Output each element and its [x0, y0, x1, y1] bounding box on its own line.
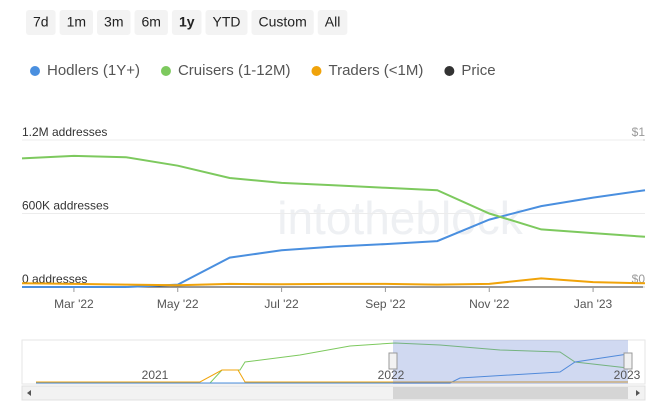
legend-item[interactable]: Traders (<1M) [311, 62, 423, 79]
button-bg [205, 10, 248, 35]
legend-marker [311, 66, 322, 76]
button-label: 3m [104, 14, 123, 30]
button-label: 1y [179, 14, 195, 30]
x-tick-label: Nov '22 [469, 297, 510, 311]
navigator-line [36, 353, 629, 384]
x-tick-label: Mar '22 [54, 297, 94, 311]
navigator-handle[interactable] [388, 352, 398, 370]
button-bg [26, 10, 56, 35]
legend-marker [30, 66, 40, 76]
legend-item[interactable]: Price [444, 62, 496, 79]
range-button[interactable]: All [317, 10, 348, 35]
range-button[interactable]: 7d [26, 10, 56, 35]
button-label: Custom [259, 14, 307, 30]
navigator-selection[interactable] [393, 340, 628, 384]
legend-marker [160, 66, 171, 76]
button-label: All [325, 14, 341, 30]
series-line [22, 189, 646, 288]
legend-label: Price [461, 62, 495, 79]
series-line [21, 277, 646, 287]
button-label: 6m [141, 14, 160, 30]
navigator-label: 2022 [378, 368, 405, 382]
button-label: 1m [67, 14, 86, 30]
legend-item[interactable]: Cruisers (1-12M) [160, 62, 291, 79]
button-bg [97, 10, 131, 35]
range-button[interactable]: YTD [205, 10, 248, 35]
x-tick-label: Jul '22 [264, 297, 299, 311]
x-tick-label: Sep '22 [365, 297, 406, 311]
series-line [21, 154, 646, 238]
navigator-label: 2023 [614, 368, 641, 382]
scroll-left[interactable] [27, 390, 31, 396]
range-button[interactable]: Custom [251, 10, 314, 35]
scroll-right[interactable] [636, 390, 640, 396]
legend-item[interactable]: Hodlers (1Y+) [30, 62, 140, 79]
button-label: 7d [33, 14, 49, 30]
range-button[interactable]: 6m [134, 10, 168, 35]
range-button[interactable]: 3m [97, 10, 131, 35]
y-tick-label: 1.2M addresses [22, 125, 107, 139]
button-bg [251, 10, 314, 35]
button-bg [317, 10, 348, 35]
navigator: 2021 2022 2023 [21, 339, 646, 401]
button-bg [59, 10, 94, 35]
navigator-line [36, 369, 628, 383]
navigator-label: 2021 [142, 368, 169, 382]
scrollbar-thumb[interactable] [393, 387, 628, 399]
button-bg [171, 10, 202, 35]
x-tick-label: Jan '23 [574, 297, 613, 311]
range-button[interactable]: 1m [59, 10, 94, 35]
button-label: YTD [213, 14, 241, 30]
legend-label: Cruisers (1-12M) [178, 62, 291, 79]
watermark: intotheblock [277, 192, 523, 244]
button-bg [134, 10, 168, 35]
legend-label: Traders (<1M) [328, 62, 423, 79]
range-button[interactable]: 1y [171, 10, 202, 35]
navigator-frame [21, 339, 646, 385]
y2-tick-label: $1 [632, 125, 646, 139]
y-tick-label: 600K addresses [22, 199, 109, 213]
legend-marker [444, 66, 455, 76]
navigator-handle[interactable] [623, 352, 633, 370]
legend-label: Hodlers (1Y+) [47, 62, 140, 79]
x-tick-label: May '22 [157, 297, 199, 311]
